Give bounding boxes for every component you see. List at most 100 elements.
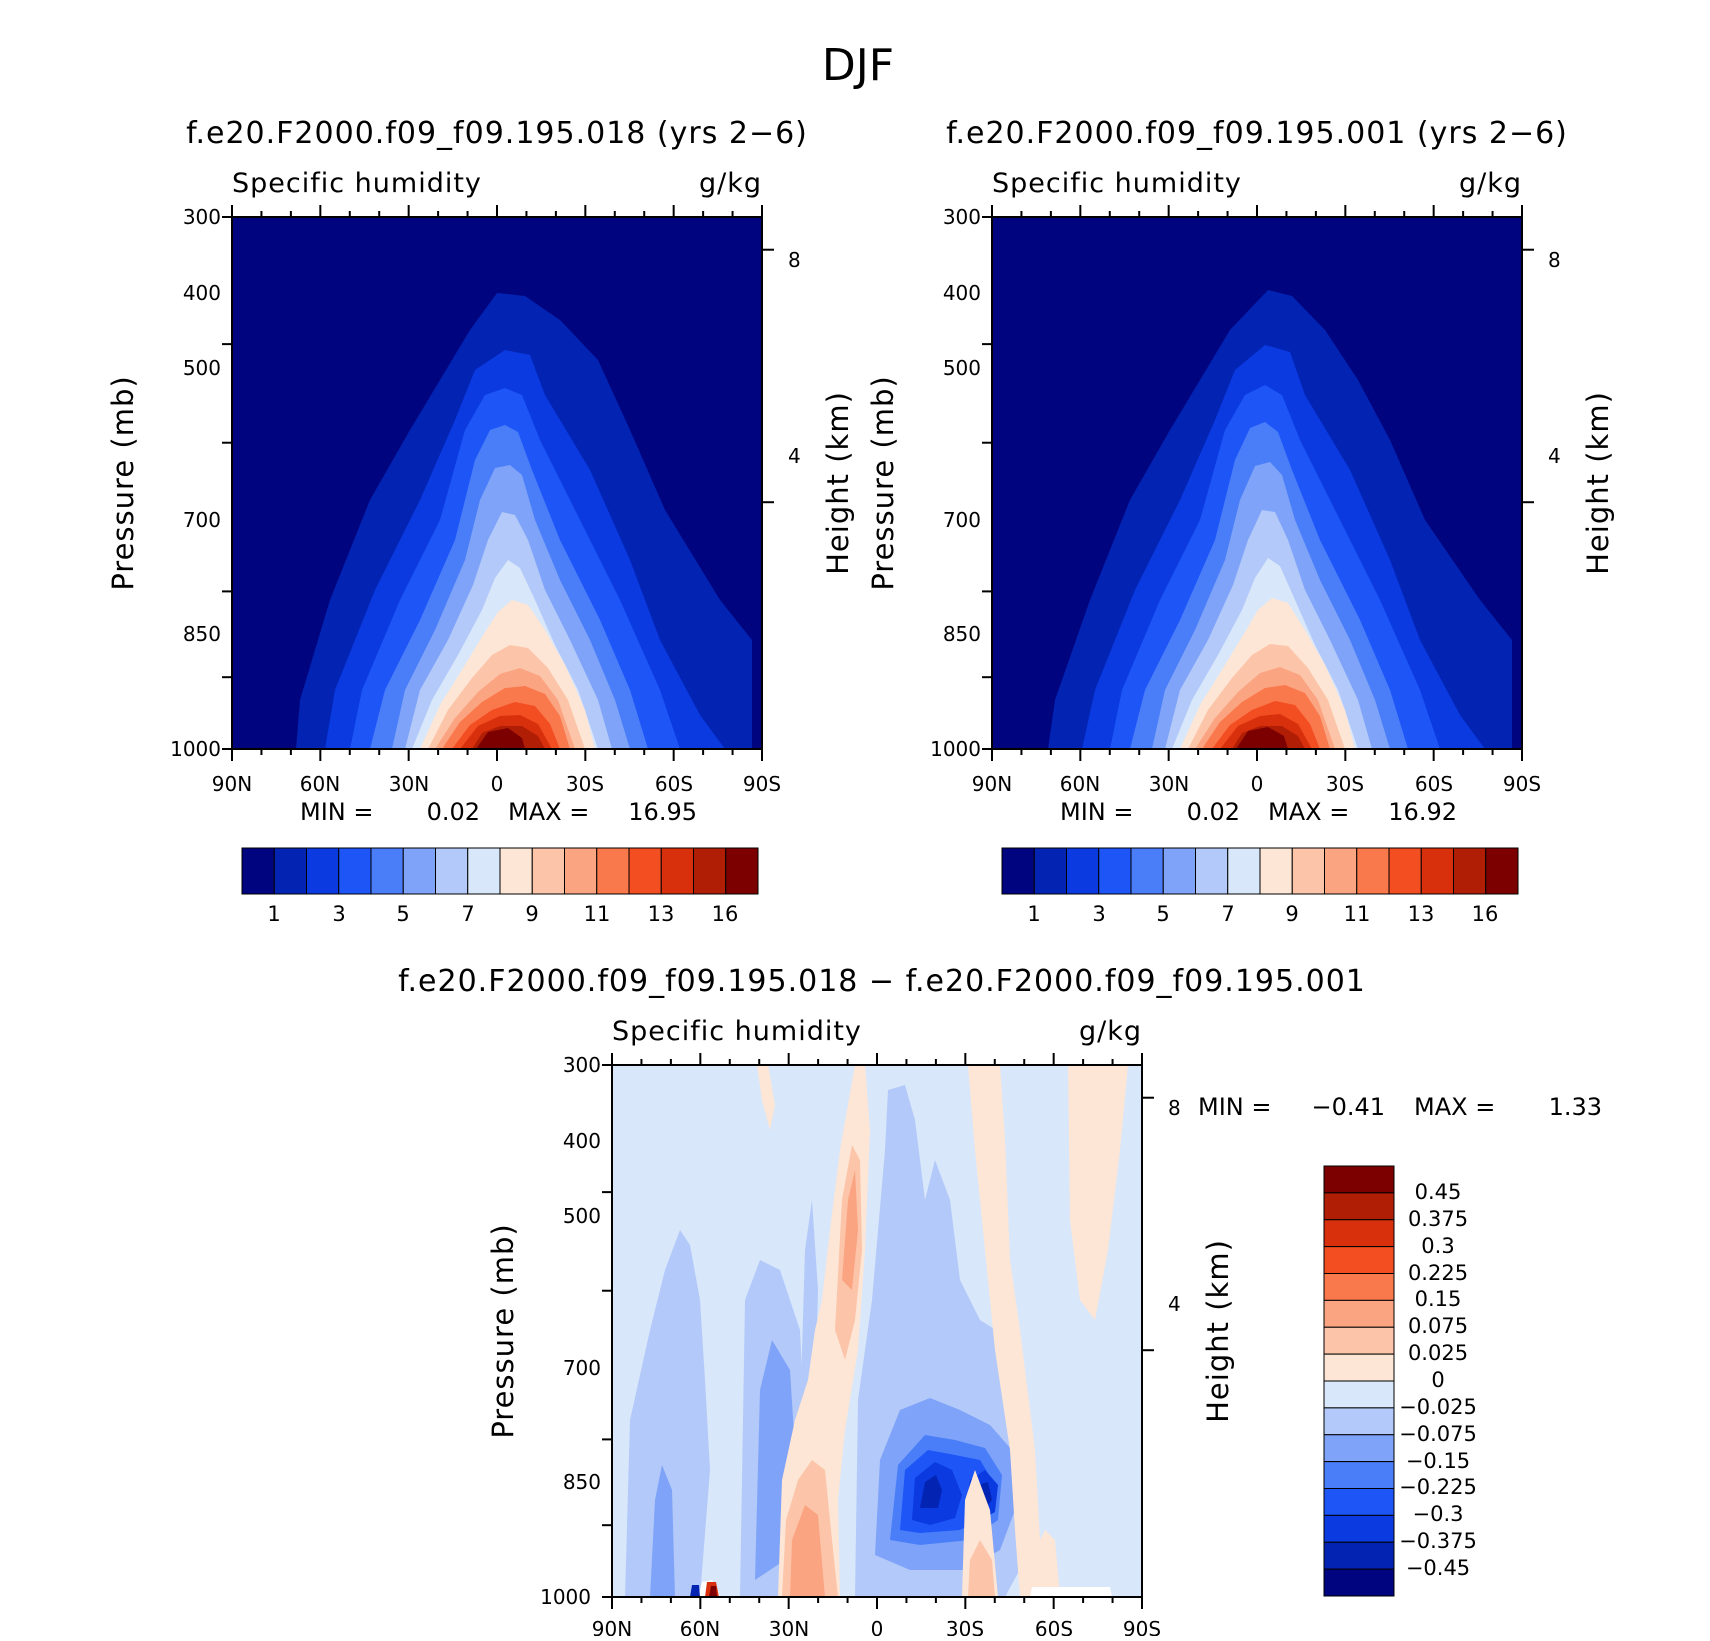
colorbar-box (402, 847, 436, 895)
ytick-label: 500 (183, 356, 221, 380)
xtick-label: 30N (769, 1617, 809, 1636)
ytick-label: 700 (943, 508, 981, 532)
colorbar-box (596, 847, 630, 895)
colorbar (1001, 847, 1519, 895)
figure-title: DJF (822, 40, 894, 91)
ytick-label: 700 (563, 1356, 601, 1380)
xtick-label: 90N (592, 1617, 632, 1636)
colorbar-box (1033, 847, 1067, 895)
colorbar-box (273, 847, 307, 895)
colorbar (241, 847, 759, 895)
contour-level-neg1 (625, 1230, 710, 1597)
max-label: MAX = (1414, 1093, 1495, 1121)
ytick-label: 400 (563, 1129, 601, 1153)
colorbar (1323, 1165, 1395, 1597)
colorbar-label: 7 (461, 902, 474, 926)
min-label: MIN = (300, 798, 373, 826)
ytick-right-label: 8 (788, 248, 801, 272)
ytick-label: 1000 (170, 737, 221, 761)
colorbar-box (1323, 1407, 1395, 1436)
xtick-label: 60N (300, 772, 340, 796)
ytick-label: 300 (563, 1053, 601, 1077)
colorbar-label: 0.225 (1408, 1261, 1468, 1285)
colorbar-box (435, 847, 469, 895)
colorbar-label: 13 (1408, 902, 1435, 926)
contour-level-pos3 (842, 1170, 858, 1290)
xtick-label: 30S (566, 772, 604, 796)
colorbar-box (1485, 847, 1519, 895)
colorbar-label: 0 (1431, 1368, 1444, 1392)
colorbar-box (693, 847, 727, 895)
contour-level-15 (1236, 727, 1288, 749)
colorbar-box (1356, 847, 1390, 895)
colorbar-box (660, 847, 694, 895)
left-string: Specific humidity (612, 1016, 862, 1047)
max-value: 16.95 (628, 798, 697, 826)
colorbar-box (241, 847, 275, 895)
colorbar-label: −0.025 (1399, 1395, 1477, 1419)
colorbar-box (1388, 847, 1422, 895)
ytick-label: 700 (183, 508, 221, 532)
colorbar-box (1130, 847, 1164, 895)
colorbar-label: 0.025 (1408, 1341, 1468, 1365)
xtick-label: 30N (1149, 772, 1189, 796)
ytick-label: 400 (943, 281, 981, 305)
colorbar-box (628, 847, 662, 895)
colorbar-box (1323, 1165, 1395, 1194)
colorbar-box (1323, 1380, 1395, 1409)
colorbar-label: −0.075 (1399, 1422, 1477, 1446)
max-value: 16.92 (1388, 798, 1457, 826)
min-value: 0.02 (427, 798, 480, 826)
ytick-right-label: 4 (1548, 444, 1561, 468)
colorbar-label: 16 (712, 902, 739, 926)
colorbar-box (1323, 1299, 1395, 1328)
colorbar-box (1323, 1219, 1395, 1248)
xtick-label: 60N (1060, 772, 1100, 796)
colorbar-label: 7 (1221, 902, 1234, 926)
xtick-label: 0 (491, 772, 504, 796)
panel-title: f.e20.F2000.f09_f09.195.018 (yrs 2−6) (186, 116, 808, 151)
colorbar-box (1323, 1514, 1395, 1543)
colorbar-box (1323, 1246, 1395, 1274)
panel-title: f.e20.F2000.f09_f09.195.001 (yrs 2−6) (946, 116, 1568, 151)
contour-level-pos3 (790, 1505, 825, 1597)
colorbar-box (1291, 847, 1325, 895)
colorbar-label: 9 (1285, 902, 1298, 926)
colorbar-label: 1 (1027, 902, 1040, 926)
colorbar-label: 3 (332, 902, 345, 926)
colorbar-label: 11 (1344, 902, 1371, 926)
xtick-label: 30S (946, 1617, 984, 1636)
colorbar-label: 0.375 (1408, 1207, 1468, 1231)
colorbar-box (1066, 847, 1100, 895)
colorbar-box (1323, 1273, 1395, 1301)
colorbar-box (531, 847, 565, 895)
contour-missing (1030, 1587, 1112, 1597)
xtick-label: 90N (212, 772, 252, 796)
xtick-label: 0 (871, 1617, 884, 1636)
contour-level-pos1 (757, 1065, 775, 1130)
colorbar-label: 0.15 (1415, 1287, 1462, 1311)
colorbar-label: 16 (1472, 902, 1499, 926)
ytick-label: 850 (943, 622, 981, 646)
colorbar-label: 3 (1092, 902, 1105, 926)
left-string: Specific humidity (232, 168, 482, 199)
ytick-label: 1000 (930, 737, 981, 761)
colorbar-box (338, 847, 372, 895)
max-value: 1.33 (1549, 1093, 1602, 1121)
xtick-label: 60N (680, 1617, 720, 1636)
y-axis-right-label: Height (km) (1581, 391, 1615, 575)
contour-level-pos1 (968, 1065, 1040, 1597)
colorbar-label: 1 (267, 902, 280, 926)
colorbar-box (499, 847, 533, 895)
xtick-label: 30S (1326, 772, 1364, 796)
contour-level-pos2 (968, 1540, 995, 1597)
colorbar-box (1323, 1192, 1395, 1221)
colorbar-box (370, 847, 404, 895)
ytick-label: 300 (183, 205, 221, 229)
colorbar-label: 0.075 (1408, 1314, 1468, 1338)
contour-field (612, 1065, 1142, 1597)
max-label: MAX = (508, 798, 589, 826)
colorbar-label: −0.225 (1399, 1475, 1477, 1499)
colorbar-box (1227, 847, 1261, 895)
